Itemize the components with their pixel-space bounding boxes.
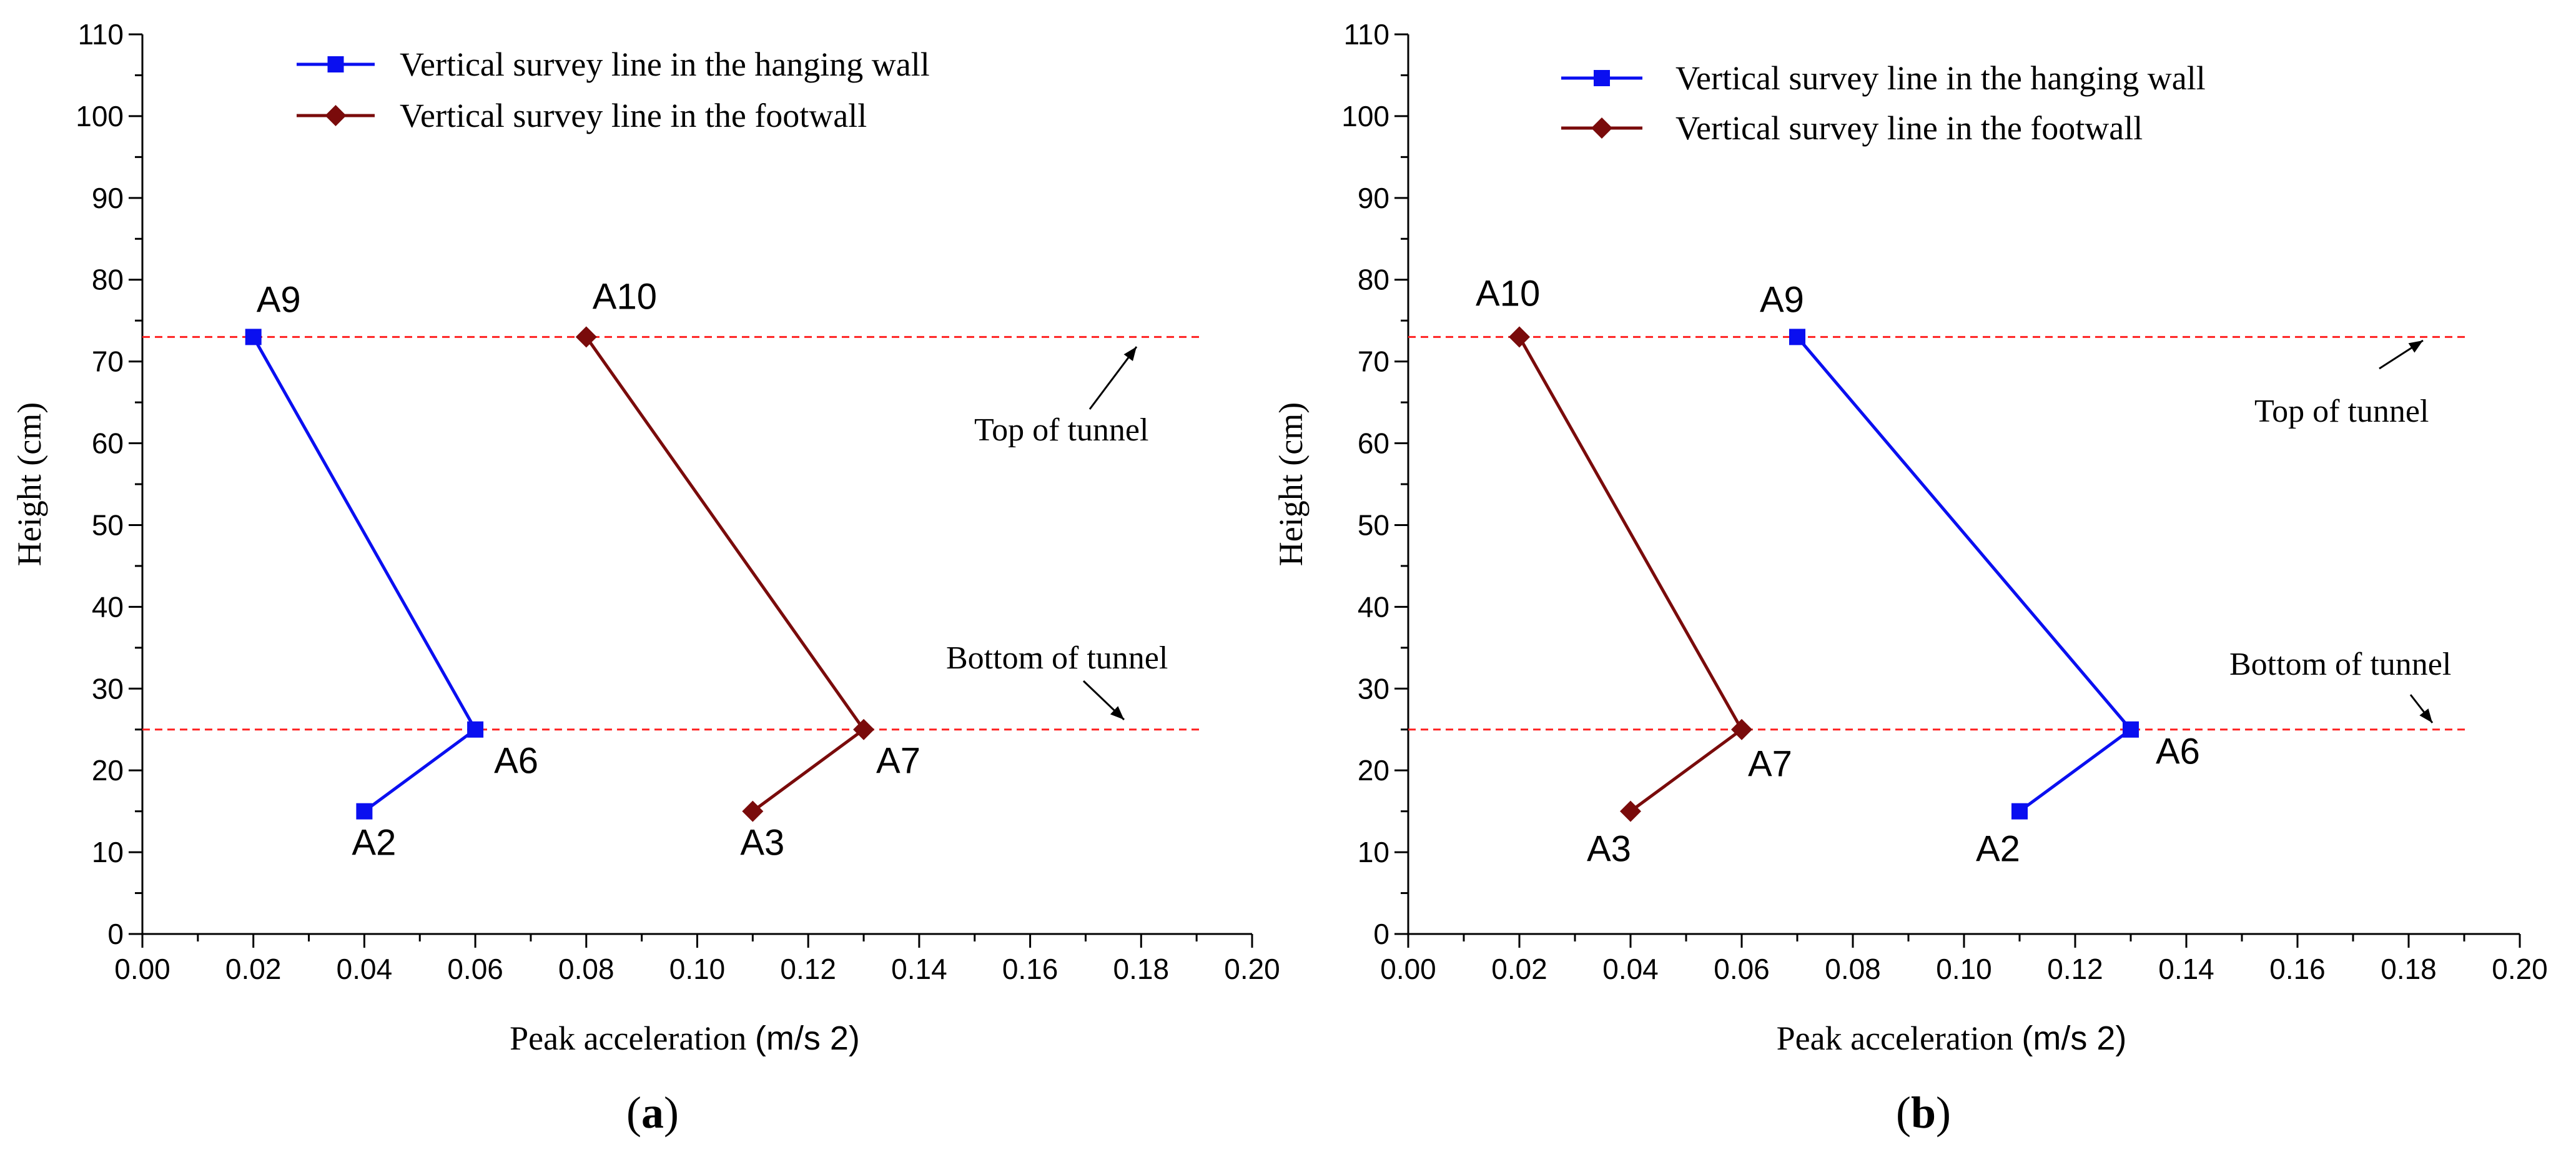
y-tick-label: 70 xyxy=(92,345,124,378)
point-label-a7: A7 xyxy=(876,741,920,782)
data-point-a6 xyxy=(467,721,484,738)
x-tick-label: 0.20 xyxy=(2492,953,2548,985)
point-label-a9: A9 xyxy=(257,279,301,320)
y-tick-label: 110 xyxy=(78,18,124,51)
y-tick-label: 40 xyxy=(1358,590,1389,623)
panel-label: (a) xyxy=(626,1088,679,1138)
y-tick-label: 80 xyxy=(92,264,124,296)
point-label-a10: A10 xyxy=(593,276,657,317)
reference-label: Bottom of tunnel xyxy=(946,640,1168,676)
y-tick-label: 90 xyxy=(1358,182,1389,214)
data-point-a7 xyxy=(853,718,875,740)
series-line xyxy=(252,336,478,813)
series-line xyxy=(585,335,866,813)
legend-marker xyxy=(325,105,347,126)
y-tick-label: 110 xyxy=(1344,18,1389,51)
data-point-a3 xyxy=(1620,800,1641,822)
arrow-head xyxy=(1123,347,1137,361)
x-axis-title: Peak acceleration (m/s 2) xyxy=(510,1020,860,1057)
point-label-a6: A6 xyxy=(2156,732,2200,772)
y-tick-label: 0 xyxy=(107,918,124,950)
data-point-a10 xyxy=(575,326,597,348)
y-tick-label: 70 xyxy=(1358,345,1389,378)
y-axis-title: Height (cm) xyxy=(1272,402,1310,566)
legend-marker xyxy=(1591,117,1612,139)
x-tick-label: 0.20 xyxy=(1224,953,1280,985)
x-tick-label: 0.16 xyxy=(1002,953,1059,985)
y-tick-label: 20 xyxy=(1358,754,1389,787)
x-axis-title: Peak acceleration (m/s 2) xyxy=(1777,1020,2127,1057)
x-tick-label: 0.04 xyxy=(1602,953,1659,985)
y-tick-label: 50 xyxy=(1358,509,1389,541)
arrow-head xyxy=(2419,708,2432,723)
x-tick-label: 0.02 xyxy=(1491,953,1547,985)
panel-label: (b) xyxy=(1896,1088,1951,1138)
x-tick-label: 0.14 xyxy=(891,953,947,985)
arrow-head xyxy=(1110,706,1124,720)
legend-label: Vertical survey line in the hanging wall xyxy=(1675,59,2206,97)
x-tick-label: 0.00 xyxy=(1380,953,1436,985)
legend-marker xyxy=(327,56,344,72)
point-label-a2: A2 xyxy=(352,823,396,863)
x-tick-label: 0.06 xyxy=(447,953,503,985)
reference-label: Top of tunnel xyxy=(2254,394,2429,429)
data-point-a3 xyxy=(742,800,764,822)
series-line xyxy=(1517,336,1744,813)
y-tick-label: 20 xyxy=(92,754,124,787)
y-tick-label: 30 xyxy=(1358,672,1389,705)
y-tick-label: 100 xyxy=(1341,100,1389,132)
point-label-a3: A3 xyxy=(1587,829,1631,870)
y-tick-label: 80 xyxy=(1358,264,1389,296)
y-tick-label: 60 xyxy=(1358,427,1389,460)
x-tick-label: 0.12 xyxy=(2047,953,2103,985)
legend-marker xyxy=(1594,70,1610,86)
y-tick-label: 30 xyxy=(92,672,124,705)
y-tick-label: 40 xyxy=(92,590,124,623)
y-tick-label: 60 xyxy=(92,427,124,460)
point-label-a7: A7 xyxy=(1748,744,1792,785)
x-tick-label: 0.00 xyxy=(114,953,170,985)
x-tick-label: 0.10 xyxy=(669,953,726,985)
x-tick-label: 0.08 xyxy=(558,953,614,985)
point-label-a10: A10 xyxy=(1476,273,1540,314)
point-label-a3: A3 xyxy=(740,823,784,863)
point-label-a9: A9 xyxy=(1760,279,1804,320)
data-point-a9 xyxy=(245,329,262,345)
x-tick-label: 0.10 xyxy=(1936,953,1992,985)
data-point-a10 xyxy=(1509,326,1530,348)
series-line xyxy=(1796,335,2133,813)
reference-label: Bottom of tunnel xyxy=(2229,647,2451,682)
point-label-a2: A2 xyxy=(1976,829,2020,870)
x-tick-label: 0.02 xyxy=(225,953,282,985)
x-tick-label: 0.18 xyxy=(2381,953,2437,985)
x-tick-label: 0.04 xyxy=(337,953,393,985)
data-point-a2 xyxy=(2011,803,2028,820)
data-point-a7 xyxy=(1731,718,1752,740)
y-tick-label: 10 xyxy=(1358,836,1389,868)
reference-label: Top of tunnel xyxy=(974,412,1148,448)
x-tick-label: 0.12 xyxy=(780,953,836,985)
x-tick-label: 0.14 xyxy=(2158,953,2214,985)
x-tick-label: 0.06 xyxy=(1714,953,1770,985)
x-tick-label: 0.18 xyxy=(1113,953,1170,985)
point-label-a6: A6 xyxy=(494,741,538,782)
y-axis-title: Height (cm) xyxy=(11,402,48,566)
y-tick-label: 100 xyxy=(76,100,124,132)
data-point-a2 xyxy=(356,803,373,820)
chart-panel-b: 0 10 20 30 40 50 60 70 80 90 100 110 0.00 0.02 0.04 0.0… xyxy=(1272,18,2548,1138)
legend-label: Vertical survey line in the hanging wall xyxy=(400,46,930,83)
data-point-a9 xyxy=(1789,329,1805,345)
arrow-head xyxy=(2408,340,2423,353)
x-tick-label: 0.08 xyxy=(1825,953,1881,985)
legend-label: Vertical survey line in the footwall xyxy=(1675,109,2143,147)
legend-label: Vertical survey line in the footwall xyxy=(400,97,867,134)
y-tick-label: 10 xyxy=(92,836,124,868)
y-tick-label: 0 xyxy=(1373,918,1389,950)
y-tick-label: 90 xyxy=(92,182,124,214)
y-tick-label: 50 xyxy=(92,509,124,541)
chart-panel-a: 0 10 20 30 40 50 60 70 80 90 100 110 0.00 0.02 0.04 0.0… xyxy=(11,18,1280,1138)
x-tick-label: 0.16 xyxy=(2269,953,2326,985)
data-point-a6 xyxy=(2123,721,2139,738)
